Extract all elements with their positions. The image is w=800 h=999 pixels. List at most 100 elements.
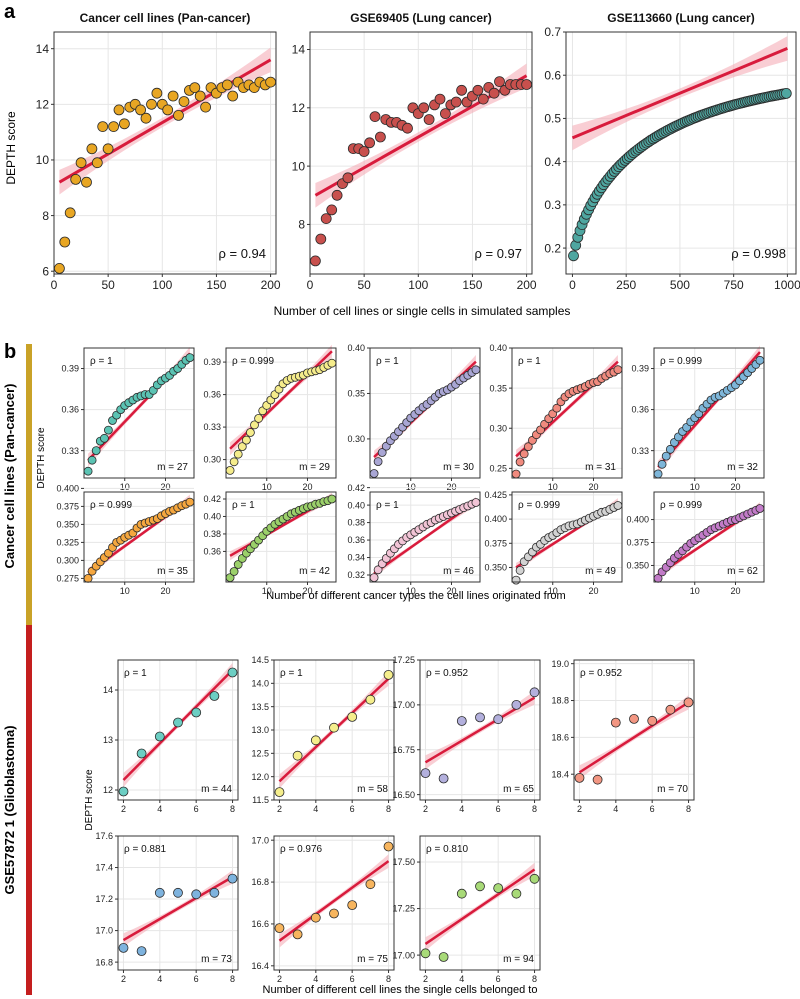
y-tick-label: 0.400 (626, 515, 649, 525)
y-tick-label: 18.6 (551, 733, 569, 743)
y-tick-label: 0.39 (631, 364, 649, 374)
m-annotation: m = 70 (657, 784, 688, 795)
rho-annotation: ρ = 0.999 (232, 356, 275, 367)
plot-border (565, 31, 797, 275)
y-tick-label: 0.40 (489, 343, 507, 353)
m-annotation: m = 42 (299, 566, 330, 577)
data-point (108, 121, 119, 132)
data-point (245, 428, 255, 437)
data-point (438, 773, 449, 784)
m-annotation: m = 44 (201, 784, 232, 795)
y-tick-label: 0.350 (626, 561, 649, 571)
y-tick-label: 0.425 (484, 490, 507, 500)
y-tick-label: 0.375 (484, 538, 507, 548)
plot-border (653, 347, 765, 479)
x-tick-label: 6 (194, 804, 199, 814)
plot-border (309, 31, 533, 275)
data-point (613, 501, 623, 510)
data-point (377, 448, 387, 457)
chart-panel-c5: 2 4 6 8 16.8 17.0 17.2 17.4 17.6 ρ = 0.881 m = 73 (95, 831, 239, 984)
plot-area (566, 32, 796, 274)
data-point (237, 442, 247, 452)
data-point (320, 213, 332, 225)
data-point (227, 873, 238, 884)
m-annotation: m = 62 (727, 566, 758, 577)
y-tick-label: 0.5 (544, 112, 561, 126)
x-tick-label: 20 (302, 586, 312, 596)
plot-border (653, 491, 765, 583)
rho-annotation: ρ = 1 (376, 356, 399, 367)
y-tick-label: 0.40 (347, 343, 365, 353)
data-point (140, 112, 152, 124)
regression-line (657, 351, 761, 468)
x-tick-label: 200 (517, 278, 537, 292)
data-point (154, 731, 165, 742)
plot-border (419, 835, 541, 971)
data-point (373, 565, 383, 575)
chart-panel-a3: 0 250 500 750 1000 0.2 0.3 0.4 0.5 0.6 0.7 GSE11366… (544, 11, 800, 292)
data-point (511, 575, 521, 585)
data-point (529, 687, 540, 698)
x-tick-label: 10 (548, 586, 558, 596)
x-tick-label: 750 (724, 278, 744, 292)
data-point (383, 841, 394, 852)
x-tick-label: 20 (446, 586, 456, 596)
data-point (102, 143, 114, 155)
y-tick-label: 0.35 (489, 383, 507, 393)
y-tick-label: 0.40 (203, 512, 221, 522)
x-tick-label: 8 (230, 974, 235, 984)
data-point (154, 887, 165, 898)
x-tick-label: 2 (423, 974, 428, 984)
y-tick-label: 0.25 (489, 464, 507, 474)
data-point (327, 358, 337, 368)
x-tick-label: 2 (121, 974, 126, 984)
data-point (423, 114, 435, 125)
y-tick-label: 0.6 (544, 68, 561, 82)
m-annotation: m = 29 (299, 462, 330, 473)
y-tick-label: 0.4 (544, 155, 561, 169)
regression-line (122, 875, 234, 942)
y-tick-label: 14 (103, 685, 113, 695)
chart-panel-a1: 0 50 100 150 200 6 8 10 12 14 Cancer cell lines (P… (36, 11, 281, 292)
data-point (194, 90, 206, 102)
plot-border (369, 347, 481, 479)
data-point (456, 84, 468, 96)
plot-area (118, 836, 238, 970)
data-point (233, 560, 243, 569)
plot-border (225, 491, 337, 583)
x-tick-label: 0 (569, 278, 576, 292)
data-point (185, 497, 195, 507)
m-annotation: m = 46 (443, 566, 474, 577)
rho-annotation: ρ = 0.881 (124, 844, 167, 855)
regression-line (571, 47, 788, 140)
data-point (511, 469, 521, 479)
x-tick-label: 150 (462, 278, 482, 292)
data-point (292, 750, 303, 761)
y-tick-label: 14 (292, 43, 306, 57)
m-annotation: m = 65 (503, 784, 534, 795)
x-tick-label: 2 (121, 804, 126, 814)
y-tick-label: 0.36 (347, 535, 365, 545)
y-tick-label: 17.25 (392, 655, 415, 665)
x-tick-label: 4 (157, 974, 162, 984)
cell-lines-ylabel: DEPTH score (36, 427, 47, 489)
chart-title: GSE113660 (Lung cancer) (607, 11, 754, 25)
data-point (456, 888, 467, 899)
plot-border (117, 659, 239, 801)
m-annotation: m = 35 (157, 566, 188, 577)
y-tick-label: 0.375 (626, 538, 649, 548)
chart-panel-b9: 10 20 0.350 0.375 0.400 0.425 ρ = 0.999 m = 49 (484, 490, 623, 596)
rho-annotation: ρ = 0.999 (660, 500, 703, 511)
y-tick-label: 6 (42, 264, 49, 278)
data-point (118, 786, 129, 797)
y-tick-label: 0.36 (203, 390, 221, 400)
x-tick-label: 50 (101, 278, 115, 292)
y-tick-label: 0.39 (61, 364, 79, 374)
data-point (475, 881, 485, 892)
plot-border (273, 835, 395, 971)
data-point (613, 365, 623, 375)
y-tick-label: 0.42 (347, 483, 365, 493)
plot-area (420, 836, 540, 970)
